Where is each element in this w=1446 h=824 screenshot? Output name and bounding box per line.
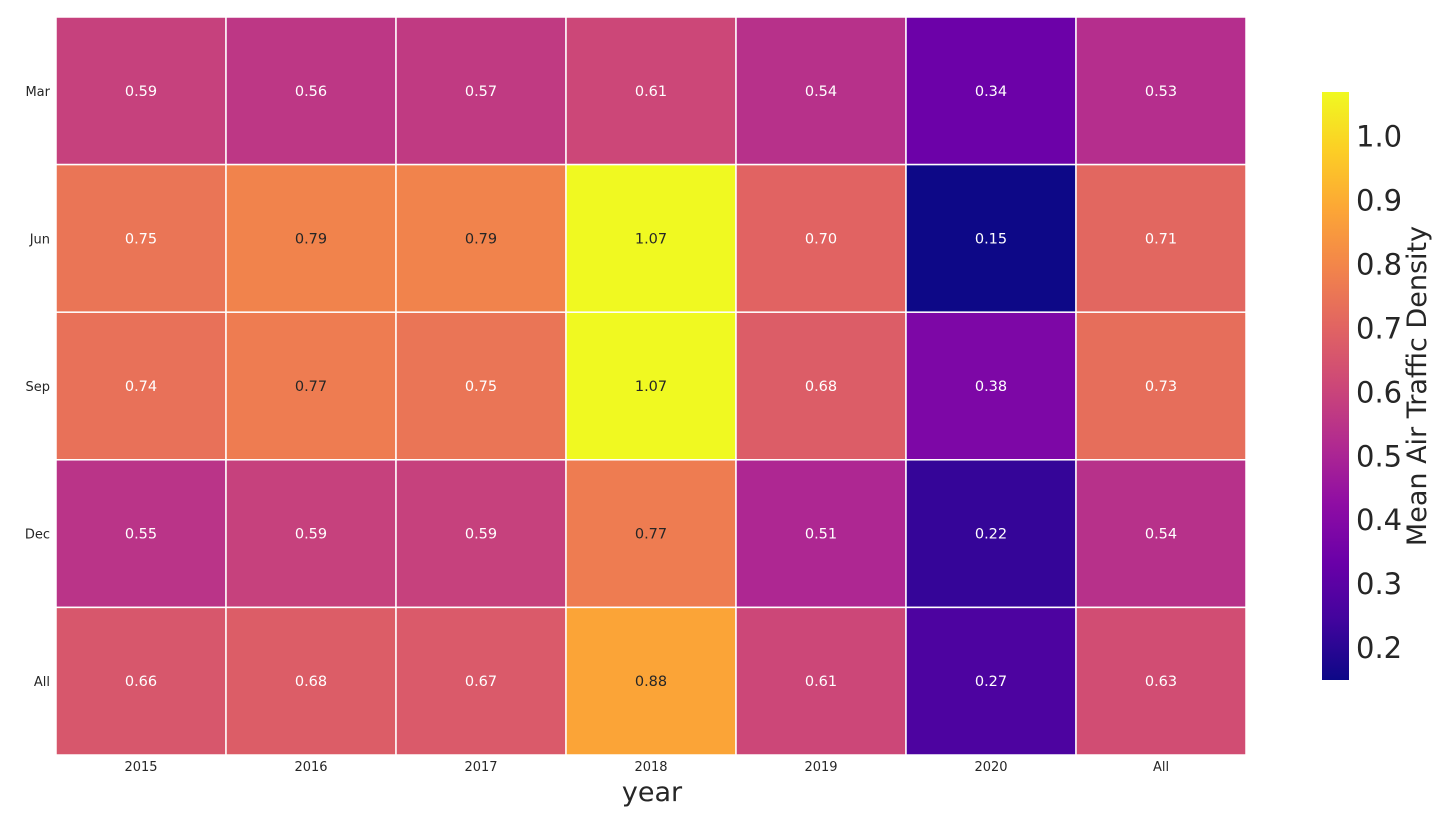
- heatmap-cell-jun-2015: [55, 163, 227, 313]
- colorbar-tick-label: 0.4: [1356, 503, 1402, 537]
- heatmap-cell-mar-2015: [55, 16, 227, 166]
- colorbar-tick-label: 0.3: [1356, 567, 1402, 601]
- heatmap-cell-mar-2018: [565, 16, 737, 166]
- cell-value-label: 0.54: [1145, 527, 1177, 543]
- heatmap-cell-mar-2017: [395, 16, 567, 166]
- cell-value-label: 0.61: [805, 674, 837, 690]
- cell-value-label: 1.07: [635, 379, 667, 395]
- cell-value-label: 0.79: [465, 231, 497, 247]
- cell-value-label: 0.57: [465, 84, 497, 100]
- cell-value-label: 0.22: [975, 527, 1007, 543]
- cell-value-label: 0.38: [975, 379, 1007, 395]
- y-tick-label: Sep: [25, 380, 50, 395]
- colorbar-gradient: [1322, 92, 1349, 680]
- cell-value-label: 0.70: [805, 231, 837, 247]
- cell-value-label: 0.73: [1145, 379, 1177, 395]
- cell-value-label: 0.54: [805, 84, 837, 100]
- heatmap-cell-dec-2016: [225, 459, 397, 609]
- cell-value-label: 0.15: [975, 231, 1007, 247]
- y-axis-tick-labels: Mar Jun Sep Dec All: [25, 85, 51, 690]
- heatmap-cell-mar-2020: [905, 16, 1077, 166]
- x-tick-label: 2016: [294, 760, 327, 775]
- x-tick-label: 2019: [804, 760, 837, 775]
- heatmap-cell-jun-all: [1075, 163, 1247, 313]
- cell-value-label: 0.61: [635, 84, 667, 100]
- cell-value-label: 0.71: [1145, 231, 1177, 247]
- colorbar-tick-label: 0.8: [1356, 248, 1402, 282]
- heatmap-cell-dec-2015: [55, 459, 227, 609]
- cell-value-label: 0.74: [125, 379, 157, 395]
- x-tick-label: 2018: [634, 760, 667, 775]
- colorbar-tick-label: 0.9: [1356, 184, 1402, 218]
- cell-value-label: 0.68: [805, 379, 837, 395]
- cell-value-label: 1.07: [635, 231, 667, 247]
- heatmap-cell-dec-2018: [565, 459, 737, 609]
- y-tick-label: Mar: [25, 85, 50, 100]
- heatmap-cell-jun-2017: [395, 163, 567, 313]
- heatmap-cell-sep-2018: [565, 311, 737, 461]
- heatmap-cell-sep-2019: [735, 311, 907, 461]
- y-tick-label: Dec: [25, 528, 50, 543]
- cell-value-label: 0.34: [975, 84, 1007, 100]
- cell-value-label: 0.75: [125, 231, 157, 247]
- heatmap-cells: 0.59 0.56 0.57 0.61 0.54 0.34 0.53 0.75 0.79 0.79…: [55, 16, 1247, 756]
- cell-value-label: 0.66: [125, 674, 157, 690]
- cell-value-label: 0.77: [635, 527, 667, 543]
- colorbar-tick-label: 0.5: [1356, 439, 1402, 473]
- x-axis-title: year: [622, 777, 683, 808]
- cell-value-label: 0.77: [295, 379, 327, 395]
- heatmap-cell-sep-2016: [225, 311, 397, 461]
- y-tick-label: Jun: [29, 232, 50, 247]
- heatmap-cell-sep-2017: [395, 311, 567, 461]
- x-axis-tick-labels: 2015 2016 2017 2018 2019 2020 All: [124, 760, 1169, 775]
- cell-value-label: 0.67: [465, 674, 497, 690]
- cell-value-label: 0.56: [295, 84, 327, 100]
- heatmap-cell-all-2015: [55, 606, 227, 756]
- heatmap-cell-mar-2019: [735, 16, 907, 166]
- heatmap-cell-dec-2020: [905, 459, 1077, 609]
- cell-value-label: 0.59: [465, 527, 497, 543]
- heatmap-cell-jun-2019: [735, 163, 907, 313]
- cell-value-label: 0.27: [975, 674, 1007, 690]
- heatmap-cell-sep-all: [1075, 311, 1247, 461]
- colorbar-tick-labels: 0.2 0.3 0.4 0.5 0.6 0.7 0.8 0.9 1.0: [1356, 120, 1402, 665]
- colorbar-tick-label: 0.7: [1356, 311, 1402, 345]
- heatmap-cell-all-2017: [395, 606, 567, 756]
- cell-value-label: 0.59: [295, 527, 327, 543]
- heatmap-cell-mar-2016: [225, 16, 397, 166]
- cell-value-label: 0.68: [295, 674, 327, 690]
- colorbar-tick-label: 1.0: [1356, 120, 1402, 154]
- colorbar: [1322, 92, 1349, 680]
- cell-value-label: 0.59: [125, 84, 157, 100]
- x-tick-label: 2020: [974, 760, 1007, 775]
- heatmap-cell-sep-2020: [905, 311, 1077, 461]
- x-tick-label: 2015: [124, 760, 157, 775]
- cell-value-label: 0.79: [295, 231, 327, 247]
- cell-value-label: 0.88: [635, 674, 667, 690]
- colorbar-tick-label: 0.2: [1356, 631, 1402, 665]
- heatmap-cell-sep-2015: [55, 311, 227, 461]
- cell-value-label: 0.53: [1145, 84, 1177, 100]
- heatmap-cell-jun-2020: [905, 163, 1077, 313]
- x-tick-label: All: [1153, 760, 1169, 775]
- cell-value-label: 0.55: [125, 527, 157, 543]
- cell-value-label: 0.51: [805, 527, 837, 543]
- x-tick-label: 2017: [464, 760, 497, 775]
- heatmap-cell-all-all: [1075, 606, 1247, 756]
- y-tick-label: All: [34, 675, 50, 690]
- colorbar-tick-label: 0.6: [1356, 375, 1402, 409]
- heatmap-cell-dec-all: [1075, 459, 1247, 609]
- heatmap-cell-all-2020: [905, 606, 1077, 756]
- cell-value-label: 0.75: [465, 379, 497, 395]
- cell-value-label: 0.63: [1145, 674, 1177, 690]
- colorbar-title: Mean Air Traffic Density: [1402, 226, 1433, 546]
